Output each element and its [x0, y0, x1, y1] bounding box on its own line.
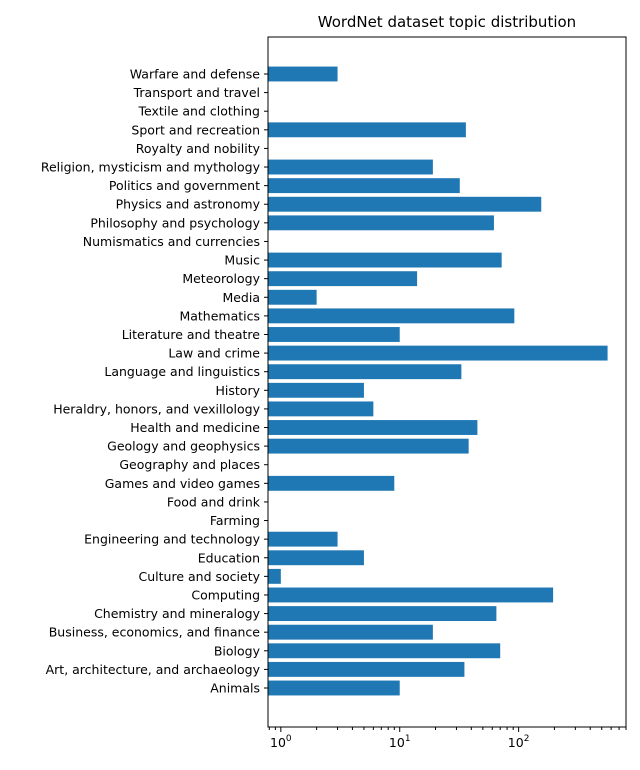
- y-label-games-and-video-games: Games and video games: [105, 476, 260, 491]
- bar-music: [268, 252, 502, 268]
- bar-law-and-crime: [268, 345, 608, 361]
- y-label-language-and-linguistics: Language and linguistics: [104, 364, 260, 379]
- y-label-heraldry-honors-and-vexillology: Heraldry, honors, and vexillology: [53, 401, 260, 416]
- bar-animals: [268, 680, 400, 696]
- bar-health-and-medicine: [268, 420, 478, 435]
- y-label-philosophy-and-psychology: Philosophy and psychology: [90, 215, 260, 230]
- y-label-engineering-and-technology: Engineering and technology: [84, 532, 260, 547]
- bar-games-and-video-games: [268, 475, 395, 491]
- y-label-transport-and-travel: Transport and travel: [133, 85, 260, 100]
- bar-mathematics: [268, 308, 515, 324]
- y-label-sport-and-recreation: Sport and recreation: [131, 122, 260, 137]
- bar-language-and-linguistics: [268, 364, 462, 380]
- bar-politics-and-government: [268, 178, 460, 194]
- bar-art-architecture-and-archaeology: [268, 661, 465, 677]
- bar-geology-and-geophysics: [268, 438, 469, 454]
- y-label-geography-and-places: Geography and places: [119, 457, 260, 472]
- x-tick-label-10-1: 101: [389, 734, 411, 750]
- x-tick-label-10-2: 102: [508, 734, 530, 750]
- bar-meteorology: [268, 271, 418, 287]
- y-label-meteorology: Meteorology: [182, 271, 260, 286]
- bar-sport-and-recreation: [268, 122, 466, 138]
- bar-biology: [268, 643, 501, 659]
- y-label-royalty-and-nobility: Royalty and nobility: [136, 141, 261, 156]
- bar-education: [268, 550, 364, 566]
- y-tick-labels: Animals Art, architecture, and archaeolog…: [41, 67, 268, 696]
- y-label-geology-and-geophysics: Geology and geophysics: [107, 439, 260, 454]
- y-label-law-and-crime: Law and crime: [168, 346, 260, 361]
- bar-physics-and-astronomy: [268, 196, 542, 212]
- bar-philosophy-and-psychology: [268, 215, 494, 231]
- y-label-physics-and-astronomy: Physics and astronomy: [116, 197, 261, 212]
- bar-media: [268, 289, 317, 305]
- y-label-numismatics-and-currencies: Numismatics and currencies: [83, 234, 260, 249]
- y-label-politics-and-government: Politics and government: [109, 178, 260, 193]
- y-label-health-and-medicine: Health and medicine: [130, 420, 260, 435]
- y-label-mathematics: Mathematics: [179, 308, 260, 323]
- y-label-art-architecture-and-archaeology: Art, architecture, and archaeology: [46, 662, 261, 677]
- x-ticks: 100 101 102: [268, 727, 627, 750]
- y-label-business-economics-and-finance: Business, economics, and finance: [49, 625, 261, 640]
- bar-chemistry-and-mineralogy: [268, 606, 497, 622]
- bar-computing: [268, 587, 554, 603]
- bar-literature-and-theatre: [268, 327, 400, 342]
- y-label-food-and-drink: Food and drink: [167, 494, 261, 509]
- y-label-media: Media: [222, 290, 260, 305]
- x-tick-label-10-0: 100: [270, 734, 292, 750]
- bars-group: [268, 66, 608, 696]
- y-label-biology: Biology: [214, 643, 261, 658]
- y-label-animals: Animals: [210, 681, 260, 696]
- y-label-chemistry-and-mineralogy: Chemistry and mineralogy: [94, 606, 261, 621]
- y-label-warfare-and-defense: Warfare and defense: [130, 67, 261, 82]
- bar-history: [268, 382, 364, 398]
- y-label-computing: Computing: [191, 587, 260, 602]
- y-label-culture-and-society: Culture and society: [139, 569, 261, 584]
- y-label-education: Education: [198, 550, 260, 565]
- bar-religion-mysticism-and-mythology: [268, 159, 433, 175]
- y-label-history: History: [216, 383, 261, 398]
- bar-engineering-and-technology: [268, 531, 338, 547]
- chart-title: WordNet dataset topic distribution: [318, 13, 576, 31]
- bar-warfare-and-defense: [268, 66, 338, 82]
- y-label-religion-mysticism-and-mythology: Religion, mysticism and mythology: [41, 160, 261, 175]
- y-label-farming: Farming: [210, 513, 260, 528]
- bar-culture-and-society: [268, 568, 281, 584]
- axes-frame: [267, 36, 627, 728]
- bar-heraldry-honors-and-vexillology: [268, 401, 374, 417]
- y-label-textile-and-clothing: Textile and clothing: [137, 104, 260, 119]
- y-label-literature-and-theatre: Literature and theatre: [122, 327, 261, 342]
- bar-business-economics-and-finance: [268, 624, 433, 640]
- y-label-music: Music: [224, 253, 260, 268]
